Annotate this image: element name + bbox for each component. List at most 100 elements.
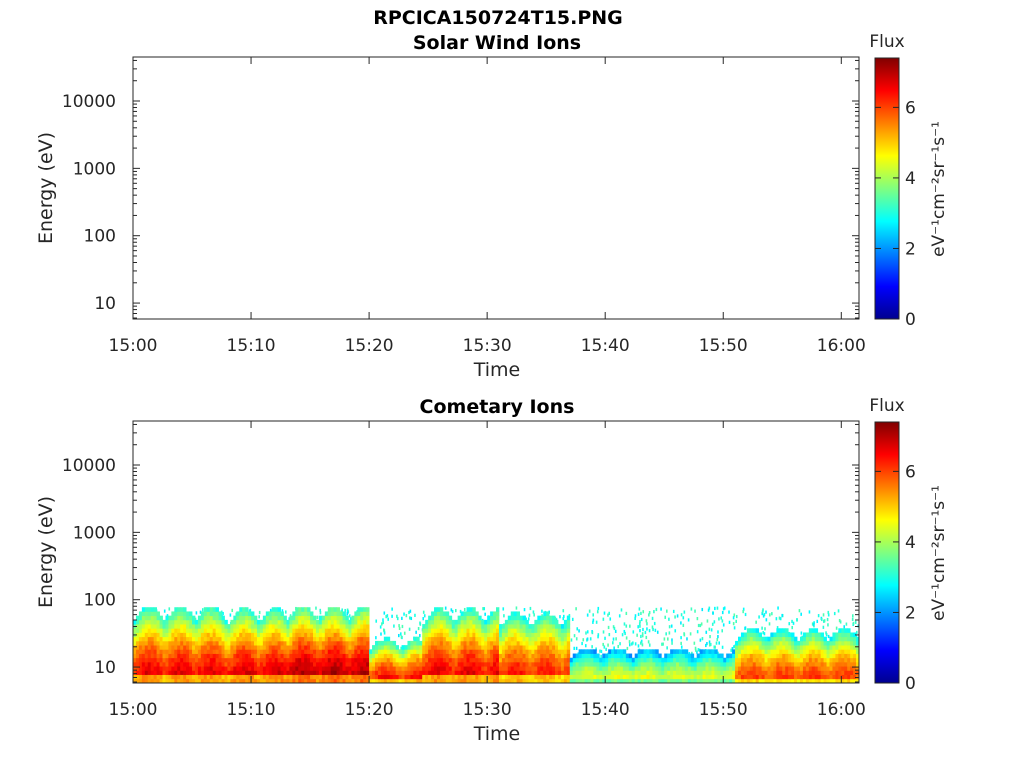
spectrogram-cell (525, 661, 529, 667)
spectrogram-cell (383, 653, 388, 659)
spectrogram-cell (578, 649, 582, 654)
spectrogram-cell (670, 678, 674, 683)
spectrogram-cell (301, 670, 305, 675)
spectrogram-cell (366, 607, 370, 612)
spectrogram-cell (596, 661, 600, 667)
spectrogram-cell (513, 653, 518, 659)
spectrogram-cell (327, 653, 332, 659)
spectrogram-cell (254, 674, 258, 680)
spectrogram-cell (805, 632, 810, 638)
spectrogram-cell (445, 666, 450, 671)
spectrogram-cell (141, 632, 146, 638)
spectrogram-cell (779, 670, 783, 675)
spectrogram-cell (194, 666, 199, 671)
spectrogram-cell (135, 636, 140, 642)
spectrogram-cell (271, 670, 276, 675)
spectrogram-cell (493, 624, 497, 629)
spectrogram-cell (236, 628, 240, 633)
spectrogram-cell (808, 645, 813, 650)
spectrogram-cell (192, 657, 196, 663)
spectrogram-cell (478, 640, 482, 646)
spectrogram-cell (277, 611, 281, 617)
spectrogram-cell (404, 653, 408, 659)
spectrogram-cell (838, 636, 842, 642)
spectrogram-cell (749, 666, 754, 671)
spectrogram-cell (307, 678, 311, 683)
spectrogram-cell (439, 607, 444, 612)
spectrogram-cell (605, 647, 607, 651)
spectrogram-cell (638, 607, 641, 611)
spectrogram-cell (563, 632, 568, 638)
spectrogram-cell (853, 640, 857, 646)
spectrogram-cell (436, 624, 441, 629)
spectrogram-cell (483, 607, 486, 611)
spectrogram-cell (324, 674, 329, 680)
spectrogram-cell (212, 674, 217, 680)
spectrogram-cell (318, 674, 323, 680)
spectrogram-cell (466, 619, 470, 625)
spectrogram-cell (451, 670, 456, 675)
spectrogram-cell (501, 670, 506, 675)
spectrogram-cell (498, 653, 503, 659)
spectrogram-cell (649, 649, 653, 654)
spectrogram-cell (563, 678, 568, 683)
spectrogram-cell (162, 640, 166, 646)
spectrogram-cell (814, 674, 819, 680)
spectrogram-cell (180, 640, 184, 646)
spectrogram-cell (398, 661, 402, 667)
spectrogram-cell (717, 635, 719, 639)
spectrogram-cell (428, 657, 432, 663)
spectrogram-cell (357, 628, 361, 633)
spectrogram-cell (844, 649, 848, 654)
spectrogram-cell (628, 670, 633, 675)
spectrogram-cell (661, 657, 665, 663)
spectrogram-cell (333, 624, 338, 629)
spectrogram-cell (451, 649, 456, 654)
spectrogram-cell (215, 632, 219, 638)
spectrogram-cell (605, 670, 609, 675)
spectrogram-cell (671, 638, 673, 642)
spectrogram-cell (425, 661, 429, 667)
spectrogram-cell (770, 670, 774, 675)
spectrogram-cell (729, 670, 733, 675)
spectrogram-cell (327, 607, 332, 612)
spectrogram-cell (664, 678, 668, 683)
spectrogram-cell (259, 632, 264, 638)
spectrogram-cell (133, 640, 137, 646)
spectrogram-cell (363, 661, 367, 667)
spectrogram-cell (372, 661, 376, 667)
spectrogram-cell (460, 640, 464, 646)
spectrogram-cell (637, 612, 640, 616)
spectrogram-cell (752, 649, 757, 654)
spectrogram-cell (816, 619, 819, 624)
spectrogram-cell (619, 666, 624, 671)
spectrogram-cell (637, 661, 642, 667)
spectrogram-cell (791, 653, 795, 659)
spectrogram-cell (313, 670, 317, 675)
spectrogram-cell (286, 670, 290, 675)
spectrogram-cell (165, 666, 169, 671)
spectrogram-cell (398, 657, 402, 663)
spectrogram-cell (525, 649, 529, 654)
spectrogram-cell (310, 674, 314, 680)
spectrogram-cell (141, 666, 146, 671)
spectrogram-cell (608, 670, 612, 675)
spectrogram-cell (133, 678, 137, 683)
spectrogram-cell (351, 624, 355, 629)
spectrogram-cell (838, 666, 842, 671)
spectrogram-cell (442, 666, 447, 671)
spectrogram-cell (236, 640, 240, 646)
spectrogram-cell (215, 670, 219, 675)
spectrogram-cell (773, 661, 777, 667)
spectrogram-cell (773, 666, 777, 671)
spectrogram-cell (445, 619, 450, 625)
spectrogram-cell (144, 649, 149, 654)
spectrogram-cell (820, 670, 824, 675)
spectrogram-cell (778, 616, 781, 620)
spectrogram-cell (785, 678, 789, 683)
spectrogram-cell (221, 674, 225, 680)
spectrogram-cell (419, 634, 421, 638)
spectrogram-cell (552, 615, 556, 621)
spectrogram-cell (788, 666, 792, 671)
spectrogram-cell (634, 642, 637, 646)
